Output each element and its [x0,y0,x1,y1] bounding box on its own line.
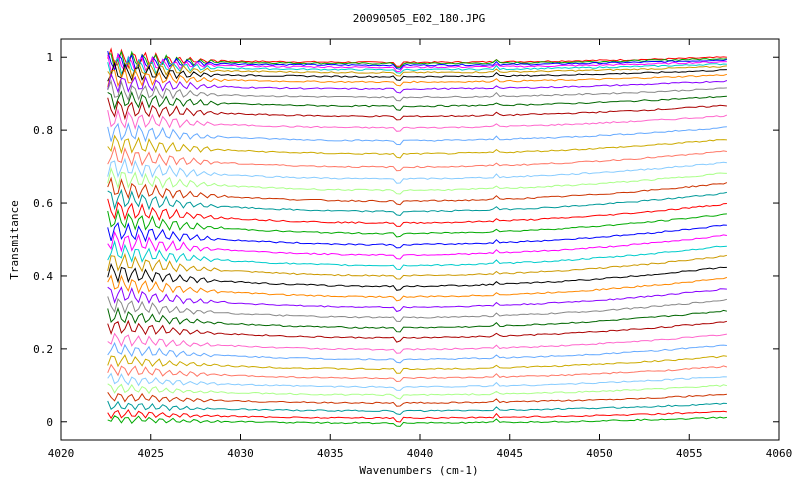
y-axis: 0 0.2 0.4 0.6 0.8 1 [33,51,779,429]
series-line [107,52,727,74]
series-line [107,176,728,206]
series-line [107,208,727,238]
x-tick-label: 4030 [227,447,254,460]
series-line [107,134,727,159]
series-line [107,262,727,291]
series-line [107,79,727,102]
series-line [107,230,727,260]
series-line [107,392,727,407]
series-line [107,354,727,374]
series-line [107,50,727,72]
x-tick-label: 4055 [676,447,703,460]
series-line [107,252,728,280]
x-tick-label: 4060 [766,447,793,460]
series-line [107,286,727,313]
x-axis: 4020 4025 4030 4035 4040 4045 4050 4055 4060 [48,39,793,460]
series-line [107,363,728,383]
series-line [107,415,727,427]
series-line [107,157,727,184]
series-line [107,145,727,172]
y-tick-label: 0.6 [33,197,53,210]
x-axis-label: Wavenumbers (cm-1) [359,464,478,477]
series-line [107,67,728,88]
series-line [107,274,728,302]
series-line [107,59,727,80]
x-tick-label: 4035 [317,447,344,460]
y-tick-label: 0.2 [33,343,53,356]
series-line [107,332,727,354]
chart-title: 20090505_E02_180.JPG [353,12,485,25]
x-tick-label: 4045 [497,447,524,460]
series-line [107,90,727,111]
series-line [107,372,727,391]
y-tick-label: 1 [46,51,53,64]
series-line [107,72,728,94]
series-line [107,408,728,423]
series-line [107,108,728,132]
series-line [107,198,727,227]
y-tick-label: 0 [46,416,53,429]
series-line [107,122,727,146]
y-tick-label: 0.4 [33,270,53,283]
series-line [107,319,728,343]
y-tick-label: 0.8 [33,124,53,137]
series-layer [107,47,728,427]
x-tick-label: 4020 [48,447,75,460]
series-line [107,341,727,364]
series-line [107,296,728,323]
series-line [107,400,727,416]
x-tick-label: 4050 [586,447,613,460]
series-line [107,306,728,333]
series-line [107,383,728,400]
series-line [107,61,727,82]
series-line [107,50,728,73]
series-line [107,239,727,271]
plot-frame [60,38,780,441]
series-line [107,167,727,195]
series-line [107,55,727,77]
x-tick-label: 4040 [407,447,434,460]
series-line [107,188,728,217]
x-tick-label: 4025 [138,447,165,460]
y-axis-label: Transmitance [8,200,21,279]
series-line [107,221,727,249]
series-line [107,97,727,121]
